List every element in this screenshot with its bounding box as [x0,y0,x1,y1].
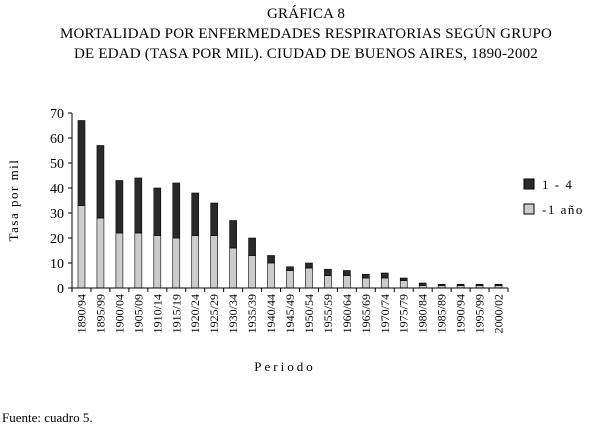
x-tick-label: 1925/29 [207,294,221,333]
x-tick-label: 1940/44 [264,294,278,333]
figure-label: GRÁFICA 8 [266,6,346,22]
bar-segment-1-4 [267,255,275,264]
bar-segment-1-4 [77,120,86,206]
bar-segment-1-4 [153,187,162,236]
bar-segment-1-4 [475,283,484,286]
x-tick-label: 1980/84 [416,294,430,333]
y-axis: 0 10 20 30 40 50 60 70 [50,107,73,297]
y-tick-label: 0 [57,282,64,297]
y-tick-label: 20 [50,232,64,247]
x-tick-label: 1920/24 [188,294,202,333]
legend-label-menos-1: -1 año [542,202,584,217]
bar-segment-1-4 [305,262,313,269]
chart-title-line-1: MORTALIDAD POR ENFERMEDADES RESPIRATORIA… [59,26,553,42]
bar-segment-menos-1 [380,277,389,289]
y-tick-label: 30 [50,207,64,222]
x-tick-label: 1995/99 [473,294,487,333]
x-tick-label: 1965/69 [359,294,373,333]
chart-title-line-2: DE EDAD (TASA POR MIL). CIUDAD DE BUENOS… [74,46,538,62]
x-axis: 1890/94 1895/99 1900/04 1905/09 1910/14 1915/… [71,287,509,333]
bar-segment-1-4 [362,273,370,279]
bar-segment-1-4 [286,266,294,271]
legend-swatch-1-4 [523,178,535,190]
y-tick-label: 50 [50,157,64,172]
x-tick-label: 1890/94 [74,294,88,333]
bar-segment-1-4 [229,220,237,249]
legend: 1 - 4 -1 año [523,177,584,217]
bar-segment-1-4 [343,270,351,276]
bar-segment-1-4 [494,283,503,286]
x-axis-label: Periodo [254,359,315,374]
bar-segment-menos-1 [96,217,105,289]
bar-segment-1-4 [418,282,427,286]
bar-segment-1-4 [96,145,105,219]
x-tick-label: 1990/94 [454,294,468,333]
x-tick-label: 2000/02 [492,294,506,333]
bar-segment-menos-1 [324,275,332,289]
source-note: Fuente: cuadro 5. [2,410,93,425]
bar-segment-menos-1 [115,232,124,289]
y-tick-label: 10 [50,257,64,272]
bar-segment-1-4 [380,272,389,279]
bar-segment-menos-1 [172,237,181,289]
x-tick-label: 1985/89 [435,294,449,333]
bar-segment-1-4 [210,202,218,236]
y-tick-label: 40 [50,182,64,197]
bar-segment-1-4 [191,192,200,236]
x-tick-label: 1975/79 [397,294,411,333]
x-tick-label: 1960/64 [340,294,354,333]
bar-segment-menos-1 [191,235,200,289]
bar-segment-menos-1 [305,267,313,289]
y-tick-label: 70 [50,107,64,122]
x-tick-label: 1895/99 [93,294,107,333]
legend-label-1-4: 1 - 4 [542,177,573,192]
bar-segment-1-4 [134,177,143,234]
x-tick-label: 1915/19 [169,294,183,333]
bars [77,120,503,289]
bar-segment-1-4 [248,237,256,256]
bar-segment-menos-1 [286,270,294,289]
x-tick-label: 1910/14 [150,294,164,333]
bar-segment-menos-1 [399,280,408,289]
x-tick-label: 1900/04 [112,294,126,333]
bar-segment-1-4 [437,283,446,286]
bar-segment-menos-1 [343,275,351,289]
x-tick-label: 1930/34 [226,294,240,333]
x-tick-label: 1945/49 [283,294,297,333]
x-tick-label: 1905/09 [131,294,145,333]
bar-segment-menos-1 [229,247,237,289]
bar-segment-menos-1 [267,262,275,289]
x-tick-label: 1935/39 [245,294,259,333]
bar-segment-1-4 [399,277,408,281]
bar-segment-1-4 [115,180,124,234]
bar-segment-1-4 [456,283,465,286]
bar-segment-menos-1 [248,255,256,289]
bar-segment-menos-1 [77,205,86,289]
x-tick-label: 1950/54 [302,294,316,333]
bar-segment-menos-1 [210,235,218,289]
y-tick-label: 60 [50,132,64,147]
bar-segment-menos-1 [153,235,162,289]
bar-segment-1-4 [324,268,332,276]
x-tick-label: 1970/74 [378,294,392,333]
bar-segment-menos-1 [134,232,143,289]
bar-segment-menos-1 [362,277,370,289]
y-axis-label: Tasa por mil [6,159,21,242]
bar-segment-1-4 [172,182,181,239]
legend-swatch-menos-1 [523,203,535,215]
x-tick-label: 1955/59 [321,294,335,333]
